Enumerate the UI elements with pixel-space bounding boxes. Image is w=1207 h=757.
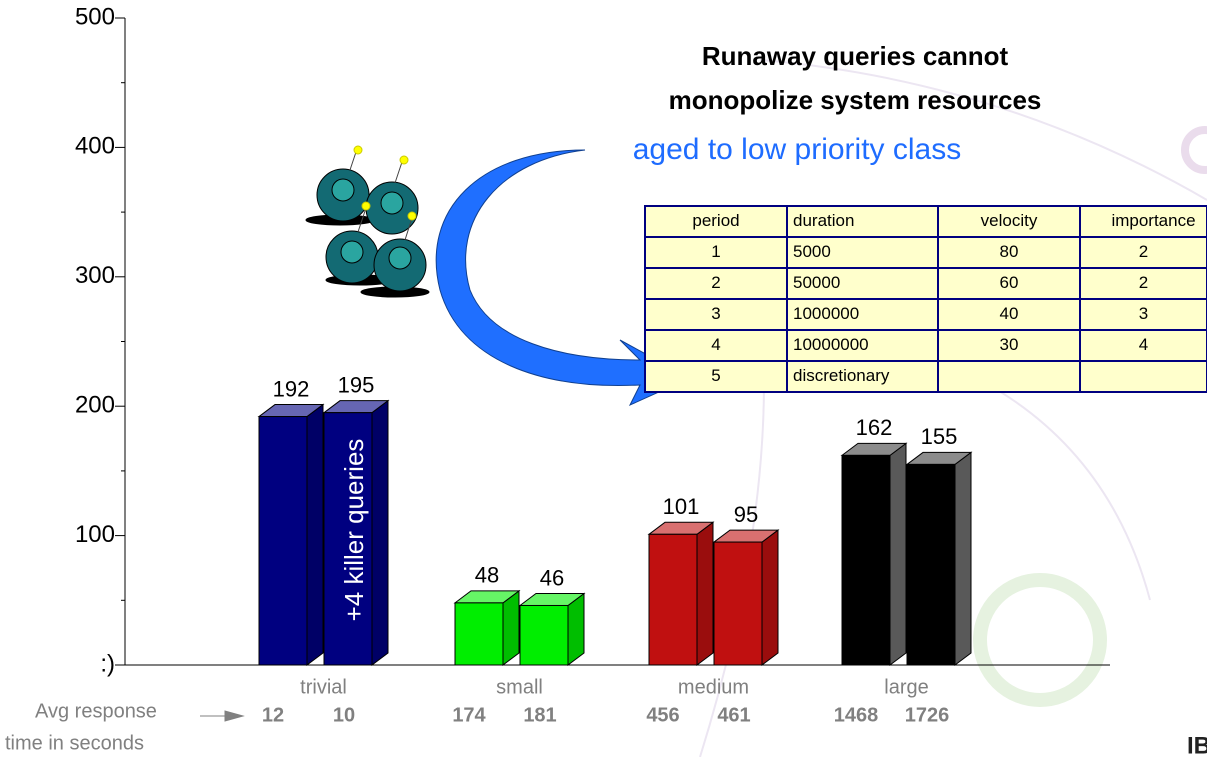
bar-front <box>519 604 569 666</box>
bar-front <box>258 416 308 666</box>
bar-front <box>713 541 763 666</box>
bar-side <box>696 521 714 666</box>
table-cell: 10000000 <box>793 335 869 354</box>
y-tick-label: 400 <box>75 133 115 160</box>
chart-subtitle: aged to low priority class <box>633 133 961 166</box>
chart-title: monopolize system resources <box>669 85 1042 115</box>
table-header: importance <box>1111 211 1195 230</box>
response-time: 12 <box>262 704 284 726</box>
bar-side <box>502 589 520 666</box>
y-tick-label: 300 <box>75 262 115 289</box>
table-cell: 5 <box>711 366 720 385</box>
bar-side <box>954 451 972 666</box>
table-cell: discretionary <box>793 366 890 385</box>
response-time: 1468 <box>834 704 879 726</box>
response-label: time in seconds <box>5 732 144 754</box>
bar-front <box>841 454 891 666</box>
table-cell: 5000 <box>793 242 831 261</box>
bar-side <box>761 529 779 666</box>
table-header: period <box>692 211 739 230</box>
value-label: 101 <box>663 494 700 519</box>
y-tick-label: 500 <box>75 3 115 30</box>
bar <box>322 399 390 666</box>
bar <box>257 403 325 666</box>
bar <box>712 529 780 666</box>
y-tick-label: 100 <box>75 521 115 548</box>
response-time: 174 <box>452 704 486 726</box>
table-cell: 4 <box>711 335 720 354</box>
bar-front <box>648 533 698 666</box>
bar-side <box>306 403 324 666</box>
table-cell: 3 <box>1139 304 1148 323</box>
bar <box>905 451 973 666</box>
x-tick-label: medium <box>678 676 749 698</box>
bar-front <box>454 602 504 666</box>
logo: IB <box>1187 732 1207 757</box>
bar <box>840 442 908 666</box>
response-time: 10 <box>333 704 355 726</box>
response-label: Avg response <box>35 700 157 722</box>
bar <box>518 592 586 666</box>
chart-title: Runaway queries cannot <box>702 41 1009 71</box>
value-label: 155 <box>921 424 958 449</box>
value-label: 48 <box>475 563 499 588</box>
table-cell: 3 <box>711 304 720 323</box>
response-arrow <box>200 710 245 722</box>
table-cell: 4 <box>1139 335 1148 354</box>
value-label: 192 <box>273 376 310 401</box>
table-cell: 2 <box>1139 273 1148 292</box>
response-time: 1726 <box>905 704 950 726</box>
table-cell: 1000000 <box>793 304 859 323</box>
bar-front <box>323 412 373 666</box>
table-cell: 1 <box>711 242 720 261</box>
value-label: 162 <box>856 415 893 440</box>
table-cell: 40 <box>1000 304 1019 323</box>
table-header: duration <box>793 211 854 230</box>
x-tick-label: small <box>496 676 543 698</box>
x-tick-label: trivial <box>300 676 347 698</box>
table-cell: 80 <box>1000 242 1019 261</box>
response-time: 461 <box>717 704 750 726</box>
bar-side <box>371 399 389 666</box>
y-tick-label: :) <box>100 650 115 677</box>
table-header: velocity <box>981 211 1038 230</box>
value-label: 95 <box>734 502 758 527</box>
value-label: 46 <box>540 565 564 590</box>
annotation: +4 killer queries <box>339 439 369 622</box>
table-cell: 50000 <box>793 273 840 292</box>
background-decor <box>699 59 1207 757</box>
value-label: 195 <box>338 372 375 397</box>
bar <box>453 589 521 666</box>
table-cell: 2 <box>1139 242 1148 261</box>
table-cell: 60 <box>1000 273 1019 292</box>
x-tick-label: large <box>884 676 928 698</box>
bar <box>647 521 715 666</box>
response-time: 181 <box>523 704 556 726</box>
table-cell: 2 <box>711 273 720 292</box>
bar-side <box>889 442 907 666</box>
bombs-icon <box>305 145 430 298</box>
y-tick-label: 200 <box>75 392 115 419</box>
table-cell: 30 <box>1000 335 1019 354</box>
bar-front <box>906 463 956 666</box>
curved-arrow <box>435 149 692 407</box>
response-time: 456 <box>646 704 679 726</box>
